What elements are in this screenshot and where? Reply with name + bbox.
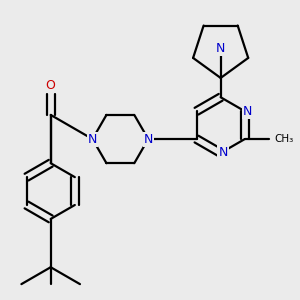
Text: N: N bbox=[143, 133, 153, 146]
Text: N: N bbox=[242, 105, 252, 118]
Text: O: O bbox=[46, 80, 56, 92]
Text: N: N bbox=[218, 146, 228, 160]
Text: N: N bbox=[216, 43, 225, 56]
Text: CH₃: CH₃ bbox=[275, 134, 294, 144]
Text: N: N bbox=[88, 133, 97, 146]
